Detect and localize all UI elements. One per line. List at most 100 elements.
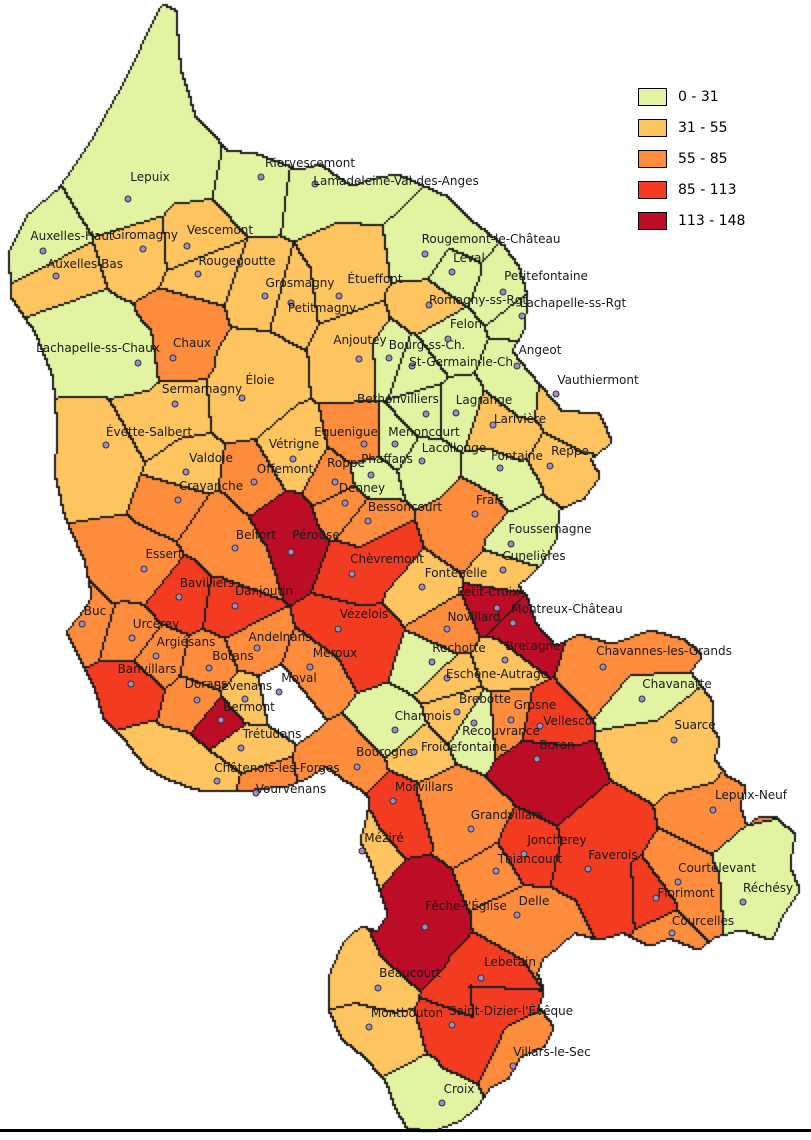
commune-dot-45: [499, 566, 507, 574]
commune-dot-2: [311, 180, 319, 188]
commune-dot-103: [709, 806, 717, 814]
commune-dot-100: [674, 878, 682, 886]
commune-dot-43: [471, 510, 479, 518]
commune-dot-88: [520, 850, 528, 858]
commune-dot-25: [238, 394, 246, 402]
commune-dot-6: [183, 242, 191, 250]
commune-dot-86: [358, 847, 366, 855]
commune-dot-39: [546, 462, 554, 470]
commune-dot-4: [52, 272, 60, 280]
commune-dot-5: [139, 245, 147, 253]
commune-dot-52: [509, 619, 517, 627]
commune-dot-15: [499, 288, 507, 296]
commune-dot-102: [739, 898, 747, 906]
commune-dot-23: [169, 354, 177, 362]
commune-dot-101: [668, 929, 676, 937]
commune-dot-21: [552, 390, 560, 398]
commune-dot-81: [453, 708, 461, 716]
commune-dot-73: [217, 716, 225, 724]
map-frame-bottom-border: [0, 1129, 811, 1132]
commune-dot-16: [425, 301, 433, 309]
commune-dot-68: [306, 663, 314, 671]
commune-dot-89: [492, 867, 500, 875]
commune-dot-62: [78, 620, 86, 628]
commune-dot-78: [391, 726, 399, 734]
commune-dot-58: [670, 736, 678, 744]
commune-dot-91: [513, 911, 521, 919]
commune-dot-53: [428, 658, 436, 666]
commune-dot-50: [493, 604, 501, 612]
commune-dot-19: [408, 362, 416, 370]
commune-dot-54: [501, 656, 509, 664]
commune-dot-12: [385, 354, 393, 362]
commune-dot-7: [194, 270, 202, 278]
commune-dot-56: [599, 663, 607, 671]
commune-dot-97: [509, 1062, 517, 1070]
commune-dot-27: [182, 468, 190, 476]
commune-dot-63: [128, 634, 136, 642]
commune-dot-24: [171, 400, 179, 408]
commune-dot-31: [360, 440, 368, 448]
commune-dot-60: [175, 593, 183, 601]
commune-dot-47: [231, 544, 239, 552]
commune-dot-14: [448, 268, 456, 276]
commune-dot-85: [389, 797, 397, 805]
commune-dot-51: [443, 625, 451, 633]
commune-dot-35: [422, 410, 430, 418]
commune-dot-61: [231, 602, 239, 610]
legend-swatch: [638, 88, 667, 106]
commune-dot-55: [443, 674, 451, 682]
commune-dot-8: [261, 292, 269, 300]
commune-dot-92: [421, 923, 429, 931]
commune-dot-44: [507, 540, 515, 548]
commune-dot-48: [287, 548, 295, 556]
commune-dot-77: [353, 763, 361, 771]
legend-swatch: [638, 150, 667, 168]
commune-dot-41: [341, 499, 349, 507]
commune-dot-66: [253, 644, 261, 652]
commune-dot-32: [367, 471, 375, 479]
commune-dot-76: [252, 789, 260, 797]
legend-item-0: 0 - 31: [638, 88, 745, 106]
commune-dot-18: [444, 335, 452, 343]
commune-dot-1: [257, 173, 265, 181]
commune-dot-36: [452, 409, 460, 417]
legend-item-4: 113 - 148: [638, 212, 745, 230]
legend-label: 31 - 55: [678, 120, 728, 136]
legend-swatch: [638, 181, 667, 199]
commune-dot-75: [213, 777, 221, 785]
commune-dot-49: [348, 570, 356, 578]
commune-dot-70: [275, 688, 283, 696]
commune-dot-93: [477, 974, 485, 982]
commune-dot-96: [448, 1021, 456, 1029]
commune-dot-13: [421, 250, 429, 258]
legend-label: 0 - 31: [678, 89, 719, 105]
commune-dot-71: [193, 696, 201, 704]
legend-label: 113 - 148: [678, 213, 746, 229]
commune-dot-17: [518, 312, 526, 320]
commune-dot-98: [438, 1099, 446, 1107]
commune-dot-94: [374, 984, 382, 992]
commune-dot-65: [127, 680, 135, 688]
commune-dot-99: [652, 894, 660, 902]
commune-dot-22: [134, 359, 142, 367]
commune-dot-72: [241, 695, 249, 703]
commune-dot-59: [140, 565, 148, 573]
legend-swatch: [638, 212, 667, 230]
commune-dot-67: [205, 664, 213, 672]
map-legend: 0 - 31 31 - 55 55 - 85 85 - 113 113 - 148: [638, 88, 745, 230]
commune-dot-34: [418, 457, 426, 465]
commune-dot-38: [496, 464, 504, 472]
legend-item-1: 31 - 55: [638, 119, 745, 137]
commune-dot-3: [39, 247, 47, 255]
commune-dot-90: [584, 865, 592, 873]
commune-dot-11: [355, 355, 363, 363]
commune-dot-57: [638, 695, 646, 703]
commune-dot-10: [335, 292, 343, 300]
commune-dot-30: [289, 455, 297, 463]
commune-dot-29: [250, 478, 258, 486]
commune-dot-82: [507, 716, 515, 724]
commune-dot-40: [331, 478, 339, 486]
